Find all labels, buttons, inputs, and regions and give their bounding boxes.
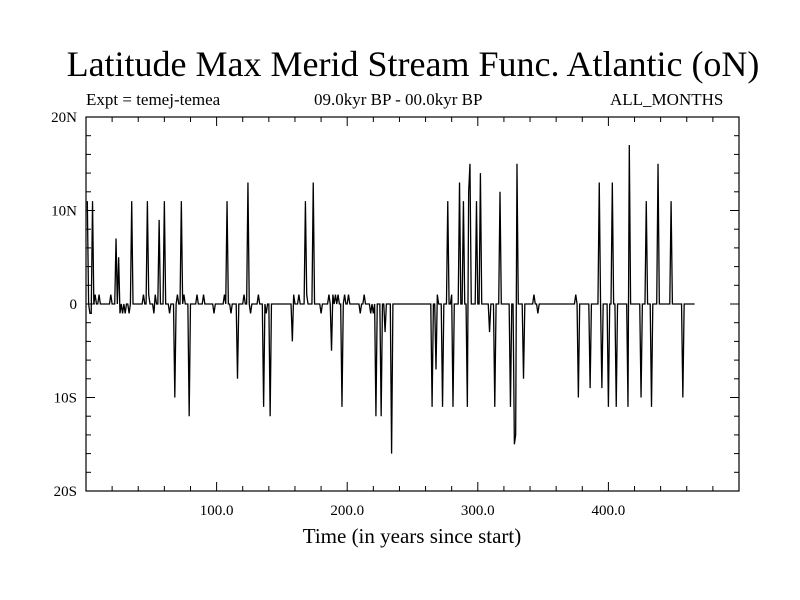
chart-title: Latitude Max Merid Stream Func. Atlantic…: [66, 44, 760, 84]
x-tick-label: 100.0: [200, 503, 234, 519]
series-line: [86, 145, 695, 454]
series-group: [86, 145, 695, 454]
y-tick-label: 10N: [51, 204, 77, 220]
x-tick-label: 400.0: [592, 503, 626, 519]
y-tick-label: 20S: [54, 484, 77, 500]
y-tick-label: 20N: [51, 110, 77, 126]
axis-ticks: 100.0 200.0 300.0 400.0 20N 10N 0 10S 20S: [51, 110, 739, 519]
x-tick-label: 200.0: [330, 503, 364, 519]
y-tick-label: 10S: [54, 391, 77, 407]
experiment-label: Expt = temej-temea: [86, 90, 221, 109]
x-tick-label: 300.0: [461, 503, 495, 519]
x-axis-title: Time (in years since start): [303, 524, 522, 548]
period-label: 09.0kyr BP - 00.0kyr BP: [314, 90, 483, 109]
y-tick-label: 0: [70, 297, 78, 313]
season-label: ALL_MONTHS: [610, 90, 724, 109]
